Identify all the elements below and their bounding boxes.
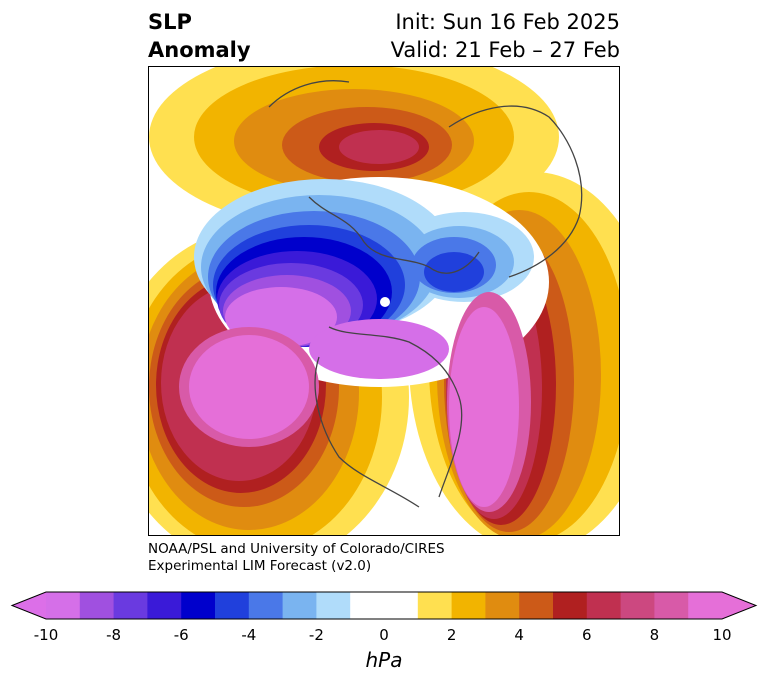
coastlines [268, 80, 583, 508]
title-field: Anomaly [148, 38, 251, 62]
arctic-low-anomaly [194, 179, 534, 379]
title-left: SLP Anomaly [148, 8, 251, 64]
colorbar-segments [46, 592, 723, 619]
credits-institution: NOAA/PSL and University of Colorado/CIRE… [148, 541, 445, 557]
colorbar-outline [10, 591, 758, 620]
colorbar-segment [248, 592, 284, 619]
colorbar-tick-label: 4 [514, 626, 524, 644]
colorbar-segment [586, 592, 622, 619]
colorbar-tick-label: -10 [33, 626, 59, 644]
colorbar-segment [181, 592, 216, 619]
colorbar [10, 591, 758, 620]
colorbar-segment [147, 592, 182, 619]
colorbar-segment [79, 592, 115, 619]
title-right: Init: Sun 16 Feb 2025 Valid: 21 Feb – 27… [391, 8, 620, 64]
map-panel [148, 66, 620, 536]
valid-range: Valid: 21 Feb – 27 Feb [390, 38, 620, 62]
eurasia-high-anomaly [149, 67, 559, 232]
colorbar-segment [113, 592, 148, 619]
colorbar-segment [417, 592, 453, 619]
colorbar-tick-label: -2 [308, 626, 324, 644]
slp-anomaly-map [149, 67, 619, 535]
colorbar-segment [485, 592, 520, 619]
colorbar-tick-label: 8 [649, 626, 660, 644]
colorbar-tick-label: 2 [446, 626, 457, 644]
colorbar-tick-label: 0 [379, 626, 389, 644]
colorbar-tick-label: -6 [173, 626, 189, 644]
colorbar-segment [654, 592, 689, 619]
colorbar-segment [451, 592, 486, 619]
colorbar-segment [215, 592, 250, 619]
colorbar-segment [688, 592, 723, 619]
title-variable: SLP [148, 10, 192, 34]
colorbar-tick-label: -8 [106, 626, 122, 644]
credits-product: Experimental LIM Forecast (v2.0) [148, 558, 372, 574]
colorbar-tick-label: -4 [241, 626, 257, 644]
colorbar-segment [46, 592, 81, 619]
colorbar-units: hPa [365, 648, 403, 672]
atlantic-core-max [449, 307, 519, 507]
colorbar-segment [350, 592, 385, 619]
init-date: Init: Sun 16 Feb 2025 [395, 10, 620, 34]
colorbar-segment [553, 592, 588, 619]
colorbar-segment [519, 592, 554, 619]
colorbar-segment [316, 592, 351, 619]
colorbar-over-arrow [722, 592, 756, 619]
colorbar-tick-labels: -10 -8 -6 -4 -2 0 2 4 6 8 10 [0, 626, 768, 648]
north-pole-marker [380, 297, 390, 307]
colorbar-segment [620, 592, 655, 619]
pacific-core-max [189, 335, 309, 439]
colorbar-under-arrow [12, 592, 46, 619]
colorbar-segment [384, 592, 419, 619]
credits: NOAA/PSL and University of Colorado/CIRE… [148, 541, 445, 575]
colorbar-segment [282, 592, 317, 619]
colorbar-tick-label: 6 [582, 626, 592, 644]
colorbar-tick-label: 10 [712, 626, 732, 644]
